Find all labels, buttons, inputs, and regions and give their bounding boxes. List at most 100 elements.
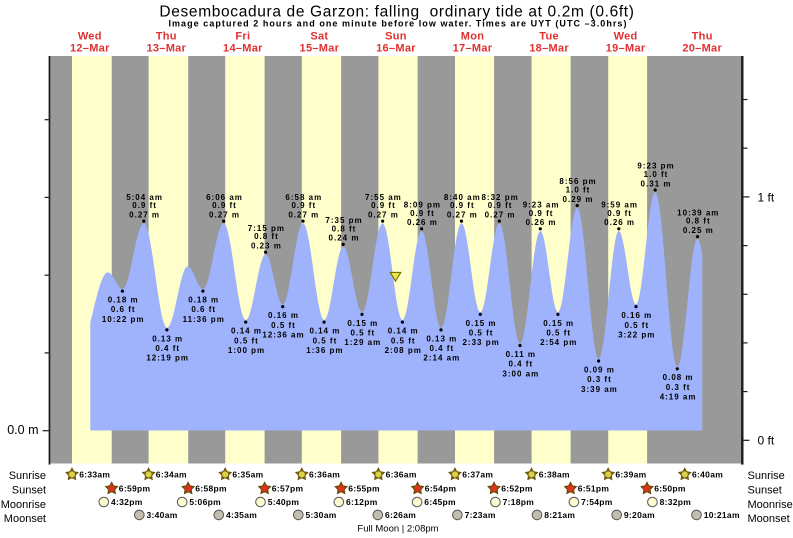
svg-text:8:32 pm: 8:32 pm <box>481 193 518 202</box>
svg-text:7:35 pm: 7:35 pm <box>325 216 362 225</box>
svg-text:Tue: Tue <box>539 31 559 43</box>
svg-text:0.26 m: 0.26 m <box>604 218 635 227</box>
svg-text:0.4 ft: 0.4 ft <box>508 360 533 369</box>
svg-text:12:36 am: 12:36 am <box>262 330 304 339</box>
svg-text:0 ft: 0 ft <box>758 433 775 447</box>
svg-text:0.27 m: 0.27 m <box>209 210 240 219</box>
svg-text:1 ft: 1 ft <box>758 190 775 204</box>
svg-text:0.14 m: 0.14 m <box>388 327 419 336</box>
svg-text:6:55pm: 6:55pm <box>348 484 380 494</box>
svg-text:5:40pm: 5:40pm <box>268 497 300 507</box>
svg-text:0.3 ft: 0.3 ft <box>666 383 691 392</box>
svg-text:12:19 pm: 12:19 pm <box>146 354 189 363</box>
svg-text:0.9 ft: 0.9 ft <box>291 201 316 210</box>
svg-text:5:06pm: 5:06pm <box>189 497 221 507</box>
svg-text:0.5 ft: 0.5 ft <box>271 321 296 330</box>
svg-text:17–Mar: 17–Mar <box>453 42 493 54</box>
svg-text:Mon: Mon <box>461 31 485 43</box>
svg-text:6:58pm: 6:58pm <box>195 484 227 494</box>
svg-text:6:40am: 6:40am <box>692 470 723 480</box>
svg-text:8:21am: 8:21am <box>544 510 575 520</box>
svg-text:0.23 m: 0.23 m <box>251 242 282 251</box>
svg-text:0.14 m: 0.14 m <box>231 327 262 336</box>
svg-text:0.0 m: 0.0 m <box>7 423 38 437</box>
svg-text:5:04 am: 5:04 am <box>126 193 163 202</box>
svg-text:8:32pm: 8:32pm <box>660 497 692 507</box>
svg-text:0.9 ft: 0.9 ft <box>410 209 435 218</box>
svg-text:0.5 ft: 0.5 ft <box>546 329 571 338</box>
svg-text:6:38am: 6:38am <box>539 470 570 480</box>
svg-text:0.16 m: 0.16 m <box>621 311 652 320</box>
svg-text:6:45pm: 6:45pm <box>424 497 456 507</box>
svg-text:6:52pm: 6:52pm <box>501 484 533 494</box>
svg-text:0.13 m: 0.13 m <box>152 334 183 343</box>
svg-text:7:54pm: 7:54pm <box>581 497 613 507</box>
svg-text:0.6 ft: 0.6 ft <box>111 305 136 314</box>
svg-text:6:34am: 6:34am <box>156 470 187 480</box>
svg-text:0.5 ft: 0.5 ft <box>313 336 338 345</box>
svg-text:0.27 m: 0.27 m <box>288 210 319 219</box>
svg-text:Sunset: Sunset <box>12 485 46 497</box>
svg-text:0.9 ft: 0.9 ft <box>607 209 632 218</box>
svg-text:0.11 m: 0.11 m <box>506 350 536 359</box>
svg-text:6:36am: 6:36am <box>386 470 417 480</box>
svg-text:Image captured 2 hours and one: Image captured 2 hours and one minute be… <box>168 18 627 28</box>
svg-text:0.5 ft: 0.5 ft <box>469 329 494 338</box>
svg-text:1.0 ft: 1.0 ft <box>566 185 591 194</box>
svg-text:0.5 ft: 0.5 ft <box>391 336 416 345</box>
svg-text:0.5 ft: 0.5 ft <box>234 336 259 345</box>
svg-text:9:59 am: 9:59 am <box>601 201 638 210</box>
svg-text:0.26 m: 0.26 m <box>407 218 438 227</box>
svg-text:0.29 m: 0.29 m <box>563 195 594 204</box>
svg-text:Full Moon | 2:08pm: Full Moon | 2:08pm <box>357 524 438 535</box>
svg-text:0.9 ft: 0.9 ft <box>371 201 396 210</box>
svg-text:0.18 m: 0.18 m <box>188 295 219 304</box>
svg-text:Sun: Sun <box>385 31 407 43</box>
svg-text:Moonset: Moonset <box>748 513 790 525</box>
svg-text:Moonrise: Moonrise <box>748 499 793 511</box>
svg-text:6:54pm: 6:54pm <box>425 484 457 494</box>
svg-text:7:15 pm: 7:15 pm <box>248 224 285 233</box>
svg-text:3:40am: 3:40am <box>147 510 178 520</box>
svg-text:Wed: Wed <box>614 31 638 43</box>
svg-text:2:14 am: 2:14 am <box>423 354 460 363</box>
svg-text:0.24 m: 0.24 m <box>329 234 360 243</box>
svg-text:6:51pm: 6:51pm <box>578 484 610 494</box>
svg-text:0.9 ft: 0.9 ft <box>529 209 554 218</box>
svg-text:15–Mar: 15–Mar <box>300 42 340 54</box>
svg-text:8:40 am: 8:40 am <box>444 193 481 202</box>
svg-text:6:50pm: 6:50pm <box>654 484 686 494</box>
svg-text:0.15 m: 0.15 m <box>543 319 574 328</box>
svg-text:0.5 ft: 0.5 ft <box>624 321 649 330</box>
svg-text:0.16 m: 0.16 m <box>268 311 299 320</box>
svg-text:9:23 am: 9:23 am <box>523 201 560 210</box>
svg-text:0.8 ft: 0.8 ft <box>254 232 279 241</box>
svg-text:5:30am: 5:30am <box>306 510 337 520</box>
svg-text:4:19 am: 4:19 am <box>660 393 697 402</box>
svg-text:7:55 am: 7:55 am <box>365 193 402 202</box>
svg-text:0.15 m: 0.15 m <box>466 319 497 328</box>
svg-text:1:00 pm: 1:00 pm <box>228 346 265 355</box>
svg-text:9:23 pm: 9:23 pm <box>637 162 674 171</box>
svg-text:Thu: Thu <box>156 31 177 43</box>
svg-text:20–Mar: 20–Mar <box>682 42 722 54</box>
svg-text:7:18pm: 7:18pm <box>503 497 535 507</box>
svg-text:0.8 ft: 0.8 ft <box>686 217 711 226</box>
svg-text:6:33am: 6:33am <box>79 470 110 480</box>
svg-text:0.18 m: 0.18 m <box>108 295 139 304</box>
svg-text:Wed: Wed <box>78 31 102 43</box>
svg-text:0.14 m: 0.14 m <box>309 327 340 336</box>
svg-text:Sat: Sat <box>310 31 328 43</box>
svg-text:12–Mar: 12–Mar <box>70 42 110 54</box>
svg-text:6:57pm: 6:57pm <box>272 484 304 494</box>
svg-text:1:36 pm: 1:36 pm <box>306 346 343 355</box>
svg-text:0.25 m: 0.25 m <box>683 226 714 235</box>
svg-text:6:06 am: 6:06 am <box>206 193 243 202</box>
svg-text:0.13 m: 0.13 m <box>426 334 457 343</box>
svg-text:0.09 m: 0.09 m <box>584 365 615 374</box>
svg-text:0.4 ft: 0.4 ft <box>429 344 454 353</box>
svg-text:Sunrise: Sunrise <box>748 470 785 482</box>
svg-text:0.3 ft: 0.3 ft <box>587 375 612 384</box>
svg-text:0.9 ft: 0.9 ft <box>450 201 475 210</box>
svg-text:0.27 m: 0.27 m <box>447 210 478 219</box>
